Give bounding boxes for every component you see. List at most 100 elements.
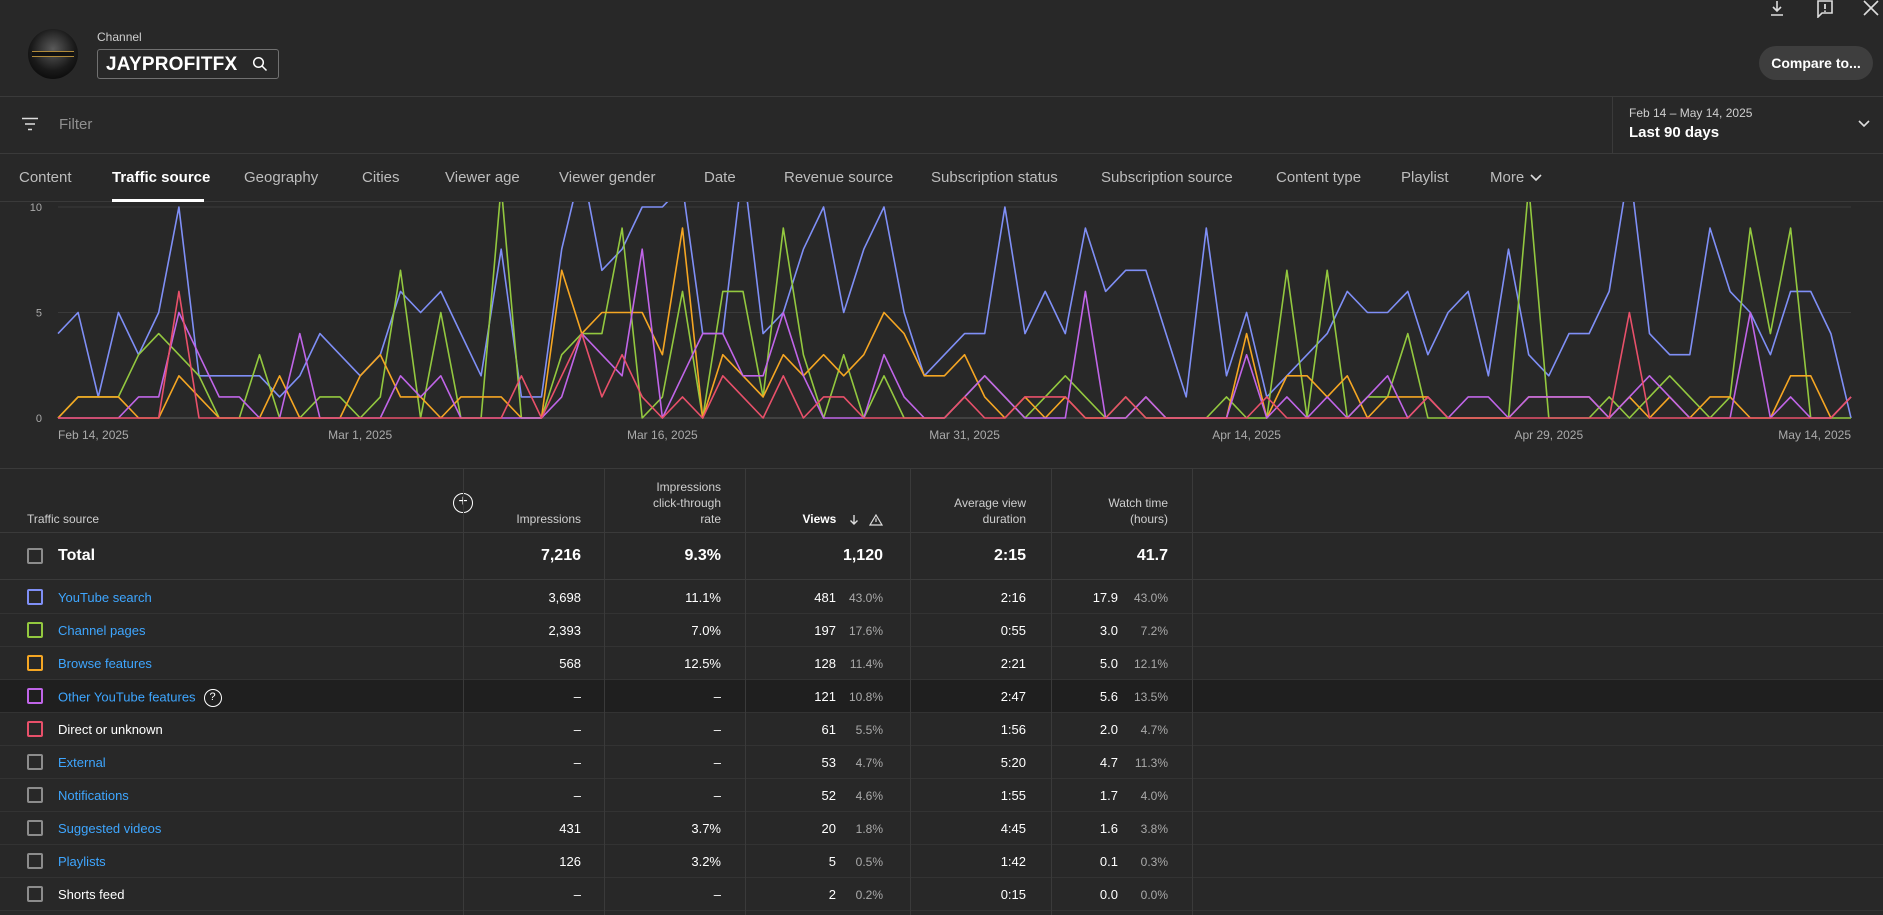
tab-playlist[interactable]: Playlist xyxy=(1401,169,1449,186)
compare-button[interactable]: Compare to... xyxy=(1759,46,1873,80)
close-icon[interactable] xyxy=(1861,0,1881,18)
tab-subscription-status[interactable]: Subscription status xyxy=(931,169,1058,186)
tab-viewer-gender[interactable]: Viewer gender xyxy=(559,169,656,186)
row-checkbox[interactable] xyxy=(27,589,43,605)
row-checkbox[interactable] xyxy=(27,622,43,638)
row-avd: 1:55 xyxy=(1000,788,1026,803)
table-row: Notifications – – 52 4.6% 1:55 1.7 4.0% xyxy=(0,779,1883,812)
filter-input[interactable]: Filter xyxy=(59,116,93,133)
row-watch-pct: 3.8% xyxy=(1140,822,1168,836)
date-range-label: Last 90 days xyxy=(1629,124,1720,141)
row-impressions: 3,698 xyxy=(548,590,581,605)
channel-selector[interactable]: JAYPROFITFX xyxy=(97,49,279,79)
filter-bar: Filter Feb 14 – May 14, 2025 Last 90 day… xyxy=(0,97,1883,154)
table-total-row: Total 7,216 9.3% 1,120 2:15 41.7 xyxy=(0,533,1883,580)
row-checkbox[interactable] xyxy=(27,886,43,902)
traffic-source-name[interactable]: Playlists xyxy=(58,854,106,869)
header-ctr[interactable]: Impressions click-through rate xyxy=(653,479,721,527)
tab-cities[interactable]: Cities xyxy=(362,169,400,186)
traffic-source-name[interactable]: External xyxy=(58,755,106,770)
traffic-source-name[interactable]: Suggested videos xyxy=(58,821,161,836)
row-views-pct: 11.4% xyxy=(849,657,883,671)
feedback-icon[interactable] xyxy=(1815,0,1835,18)
traffic-source-name: Direct or unknown xyxy=(58,722,163,737)
row-views: 121 xyxy=(814,689,836,704)
header-impressions[interactable]: Impressions xyxy=(516,512,581,526)
row-checkbox[interactable] xyxy=(27,820,43,836)
chevron-down-icon xyxy=(1858,120,1870,128)
row-ctr: – xyxy=(713,689,721,704)
traffic-source-name[interactable]: Other YouTube features? xyxy=(58,689,222,707)
row-views: 2 xyxy=(828,887,836,902)
x-tick-label: Apr 14, 2025 xyxy=(1212,428,1281,442)
row-checkbox[interactable] xyxy=(27,655,43,671)
traffic-source-label: Channel pages xyxy=(58,623,146,638)
header-ctr-line2: click-through xyxy=(652,496,721,510)
tab-viewer-age[interactable]: Viewer age xyxy=(445,169,520,186)
header-traffic-source[interactable]: Traffic source xyxy=(27,512,100,526)
header-views-label: Views xyxy=(802,512,837,526)
row-views-pct: 10.8% xyxy=(848,690,883,704)
tab-content[interactable]: Content xyxy=(19,169,72,186)
row-impressions: 431 xyxy=(559,821,581,836)
tab-more[interactable]: More xyxy=(1490,169,1542,186)
tab-traffic-source[interactable]: Traffic source xyxy=(112,169,211,186)
channel-avatar[interactable] xyxy=(28,29,78,79)
traffic-source-label: Direct or unknown xyxy=(58,722,163,737)
traffic-line-chart: 0 5 10 Feb 14, 2025 Mar 1, 2025 Mar 16, 2025 M… xyxy=(0,202,1883,452)
row-impressions: 126 xyxy=(559,854,581,869)
active-tab-indicator xyxy=(112,199,204,202)
row-watch-time: 0.0 xyxy=(1099,887,1118,902)
sort-down-icon xyxy=(849,514,858,525)
channel-label: Channel xyxy=(97,30,142,44)
help-icon[interactable]: ? xyxy=(203,689,222,707)
download-icon[interactable] xyxy=(1767,0,1787,18)
total-ctr: 9.3% xyxy=(684,547,721,564)
header-views[interactable]: Views xyxy=(803,511,884,527)
traffic-source-label: Notifications xyxy=(58,788,129,803)
row-impressions: 568 xyxy=(559,656,581,671)
table-row: Channel pages 2,393 7.0% 197 17.6% 0:55 3.0 7.2… xyxy=(0,614,1883,647)
row-avd: 0:55 xyxy=(1000,623,1026,638)
filter-icon[interactable] xyxy=(21,117,39,131)
row-views: 20 xyxy=(821,821,836,836)
total-avd: 2:15 xyxy=(993,547,1026,564)
header-avg-view-duration[interactable]: Average view duration xyxy=(954,495,1026,527)
row-views-pct: 4.7% xyxy=(855,756,883,770)
row-checkbox[interactable] xyxy=(27,787,43,803)
row-impressions: – xyxy=(573,689,581,704)
search-icon[interactable] xyxy=(252,56,268,72)
row-views-pct: 1.8% xyxy=(855,822,883,836)
total-checkbox[interactable] xyxy=(27,548,43,564)
row-checkbox[interactable] xyxy=(27,688,43,704)
tab-date[interactable]: Date xyxy=(704,169,736,186)
row-watch-time: 4.7 xyxy=(1099,755,1118,770)
row-avd: 2:21 xyxy=(1000,656,1026,671)
row-watch-time: 5.6 xyxy=(1099,689,1118,704)
row-checkbox[interactable] xyxy=(27,721,43,737)
row-avd: 1:42 xyxy=(1000,854,1026,869)
traffic-source-label: Shorts feed xyxy=(58,887,125,902)
tab-revenue-source[interactable]: Revenue source xyxy=(784,169,894,186)
header-avd-line1: Average view xyxy=(954,496,1026,510)
traffic-source-name[interactable]: Browse features xyxy=(58,656,152,671)
y-tick-label: 0 xyxy=(36,413,42,425)
row-checkbox[interactable] xyxy=(27,754,43,770)
tab-content-type[interactable]: Content type xyxy=(1276,169,1362,186)
row-views-pct: 4.6% xyxy=(855,789,883,803)
header-ctr-line3: rate xyxy=(700,512,721,526)
header-watch-time[interactable]: Watch time (hours) xyxy=(1108,495,1168,527)
traffic-source-name[interactable]: Channel pages xyxy=(58,623,145,638)
tab-geography[interactable]: Geography xyxy=(244,169,319,186)
table-row: YouTube search 3,698 11.1% 481 43.0% 2:16 17.9… xyxy=(0,581,1883,614)
row-watch-time: 2.0 xyxy=(1099,722,1118,737)
row-ctr: 7.0% xyxy=(691,623,721,638)
row-checkbox[interactable] xyxy=(27,853,43,869)
column-divider xyxy=(463,469,464,915)
traffic-source-name[interactable]: Notifications xyxy=(58,788,129,803)
warning-icon[interactable] xyxy=(868,513,884,526)
tab-subscription-source[interactable]: Subscription source xyxy=(1101,169,1233,186)
series-line-youtube-search xyxy=(57,202,1852,419)
date-range-selector[interactable]: Feb 14 – May 14, 2025 Last 90 days xyxy=(1612,97,1883,154)
traffic-source-name[interactable]: YouTube search xyxy=(58,590,152,605)
